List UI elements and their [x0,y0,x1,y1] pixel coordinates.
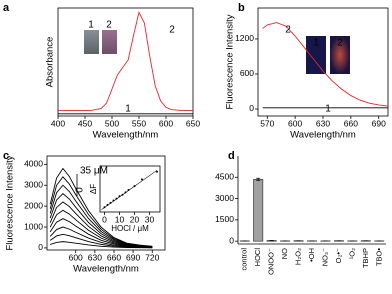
y-tick-label: 600 [240,68,254,78]
x-tick-label: ¹O₂ [347,248,356,259]
series-label: 2 [169,25,175,36]
y-axis-label: Absorbance [45,37,56,88]
plot-frame [57,7,194,117]
inset-y-label: ΔF [89,184,98,194]
x-tick-label: 630 [88,252,102,262]
x-tick-label: O₂•⁻ [334,248,343,263]
bar [253,179,264,242]
x-tick-label: 400 [51,118,65,128]
panel-label: d [228,150,235,162]
y-tick-label: 4000 [24,159,43,169]
point [156,170,158,173]
point [141,178,143,181]
inset-photo [102,30,117,54]
series-label: 1 [125,104,131,115]
x-tick-label: 690 [372,118,386,128]
x-axis-label: Wavelength/nm [93,130,159,141]
x-tick-label: TBO• [374,248,383,266]
line [262,22,389,107]
inset-label: 2 [106,20,112,31]
x-tick-label: 660 [344,118,358,128]
plot-frame [99,165,161,213]
inset-label: 1 [88,20,94,31]
y-tick-label: 4500 [215,172,234,182]
inset-x-label: HOCl / μM [111,224,149,233]
annotation: 0 [75,187,86,193]
line [58,11,193,112]
fit-line [101,170,158,210]
inset-photo [306,36,326,74]
x-tick-label: 600 [288,118,302,128]
inset-label: 1 [313,38,319,49]
x-tick-label: 600 [69,252,83,262]
y-tick-label: 0 [38,242,43,252]
panel-label: c [3,150,9,162]
y-tick-label: 3000 [215,193,234,203]
x-tick-label: 30 [145,214,155,224]
y-tick-label: 3000 [24,179,43,189]
x-tick-label: 720 [145,252,159,262]
inset-label: 2 [337,38,343,49]
y-axis-label: Fluorescence Intensity [225,14,236,109]
x-tick-label: 450 [78,118,92,128]
inset-photo [330,36,350,74]
x-tick-label: 500 [105,118,119,128]
series-label: 1 [325,104,331,115]
x-tick-label: 10 [115,214,125,224]
plot-frame [46,155,166,251]
x-tick-label: 690 [126,252,140,262]
x-axis-label: Wavelength/nm [73,264,139,275]
panel-label: b [238,2,245,14]
y-tick-label: 1200 [235,33,254,43]
x-tick-label: 0 [102,214,107,224]
x-tick-label: 550 [132,118,146,128]
error-bar [256,177,261,181]
x-tick-label: 660 [107,252,121,262]
x-tick-label: ONOO⁻ [267,248,276,275]
x-tick-label: TBHP [361,248,370,268]
x-tick-label: H₂O₂ [294,248,303,265]
x-tick-label: 600 [159,118,173,128]
x-tick-label: •OH [307,248,316,262]
x-tick-label: NO [280,248,289,259]
x-tick-label: 20 [130,214,140,224]
x-tick-label: HOCl [253,248,262,267]
y-tick-label: 1000 [24,221,43,231]
x-tick-label: 570 [260,118,274,128]
y-tick-label: 0 [249,103,254,113]
x-tick-label: 630 [316,118,330,128]
line [50,241,153,249]
annotation: 35 μM [80,166,108,177]
y-axis-label: Fluorescence Intensity [5,155,16,250]
series-label: 2 [285,25,291,36]
x-tick-label: NO₃⁻ [320,248,329,266]
y-tick-label: 0 [229,235,234,245]
x-tick-label: control [240,248,249,271]
panel-label: a [3,2,10,14]
x-axis-label: Wavelength/nm [290,130,356,141]
y-tick-label: 2000 [24,200,43,210]
x-tick-label: 650 [186,118,200,128]
inset-photo [84,30,99,54]
y-tick-label: 1500 [215,214,234,224]
